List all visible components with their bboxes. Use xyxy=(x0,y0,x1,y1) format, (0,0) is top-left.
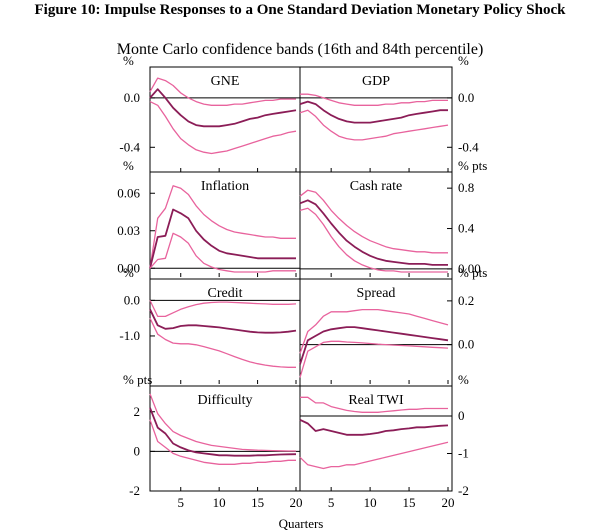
figure-title: Figure 10: Impulse Responses to a One St… xyxy=(34,2,566,18)
y-tick-label: 0.2 xyxy=(458,293,474,308)
series-line-lower xyxy=(299,207,448,273)
unit-label: % xyxy=(123,265,134,280)
x-tick-label: 20 xyxy=(290,495,303,510)
y-tick-label: 0.0 xyxy=(124,292,140,307)
panel-title: Inflation xyxy=(201,179,249,194)
y-tick-label: 0.00 xyxy=(117,260,140,275)
unit-label: % pts xyxy=(123,372,152,387)
x-tick-label: 5 xyxy=(177,495,184,510)
x-tick-label: 10 xyxy=(364,495,377,510)
panel-title: Real TWI xyxy=(348,393,404,408)
series-line-central xyxy=(299,418,449,436)
x-tick-label: 15 xyxy=(403,495,416,510)
series-line-upper xyxy=(149,300,297,318)
y-tick-label: -1.0 xyxy=(119,328,140,343)
y-tick-label: 0 xyxy=(134,443,141,458)
y-tick-label: 0.0 xyxy=(458,90,474,105)
series-line-central xyxy=(299,326,449,365)
series-line-central xyxy=(149,308,297,334)
y-tick-label: 0.06 xyxy=(117,185,140,200)
series-line-central xyxy=(149,88,297,128)
x-axis-label: Quarters xyxy=(279,516,324,531)
y-tick-label: -0.4 xyxy=(458,139,479,154)
series-line-central xyxy=(299,199,448,266)
series-line-lower xyxy=(299,109,449,141)
unit-label: % xyxy=(458,372,469,387)
unit-label: % pts xyxy=(458,158,487,173)
figure-subtitle: Monte Carlo confidence bands (16th and 8… xyxy=(116,41,484,58)
y-tick-label: -2 xyxy=(129,483,140,498)
x-tick-label: 5 xyxy=(328,495,335,510)
series-line-lower xyxy=(149,317,296,368)
x-tick-label: 20 xyxy=(442,495,455,510)
unit-label: % xyxy=(123,158,134,173)
y-tick-label: -2 xyxy=(458,483,469,498)
panel-title: GNE xyxy=(211,74,240,89)
series-line-upper xyxy=(149,77,296,106)
y-tick-label: -1 xyxy=(458,446,469,461)
series-line-central xyxy=(299,100,448,124)
series-line-lower xyxy=(149,101,297,155)
unit-label: % xyxy=(458,53,469,68)
y-tick-label: 0.03 xyxy=(117,223,140,238)
series-line-upper xyxy=(300,93,448,106)
series-line-upper xyxy=(300,396,448,413)
series-line-central xyxy=(149,407,297,457)
panel-title: Spread xyxy=(357,286,396,301)
y-tick-label: 0.00 xyxy=(458,261,481,276)
x-tick-label: 15 xyxy=(251,495,264,510)
series-line-lower xyxy=(149,232,296,273)
y-tick-label: 0 xyxy=(458,408,465,423)
x-tick-label: 10 xyxy=(213,495,226,510)
unit-label: % xyxy=(123,53,134,68)
unit-label: % pts xyxy=(458,265,487,280)
panel-title: Cash rate xyxy=(350,179,402,194)
y-tick-label: -0.4 xyxy=(119,139,140,154)
series-line-lower xyxy=(299,441,449,470)
series-line-upper xyxy=(299,189,448,254)
y-tick-label: 0.0 xyxy=(458,337,474,352)
series-line-upper xyxy=(299,308,449,354)
series-line-lower xyxy=(299,340,449,378)
panel-title: GDP xyxy=(362,74,390,89)
panel-title: Credit xyxy=(208,286,243,301)
series-line-upper xyxy=(149,393,296,452)
y-tick-label: 0.8 xyxy=(458,180,474,195)
series-line-upper xyxy=(149,185,296,269)
y-tick-label: 0.0 xyxy=(124,90,140,105)
y-tick-label: 2 xyxy=(134,404,141,419)
y-tick-label: 0.4 xyxy=(458,221,475,236)
series-line-central xyxy=(149,208,296,269)
series-line-lower xyxy=(149,419,296,465)
panel-title: Difficulty xyxy=(198,393,253,408)
